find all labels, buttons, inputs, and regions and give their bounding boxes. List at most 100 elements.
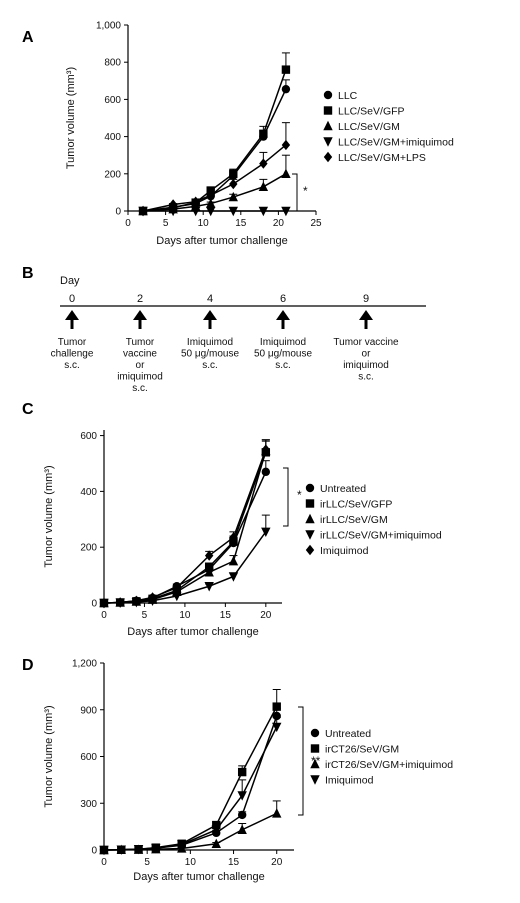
legend-marker	[305, 483, 315, 493]
legend-entry: irCT26/SeV/GM+imiquimod	[325, 759, 453, 771]
y-tick-label: 600	[104, 95, 121, 106]
legend-entry: irLLC/SeV/GM+imiquimod	[320, 529, 442, 541]
data-point	[272, 711, 281, 721]
data-point	[272, 808, 282, 818]
y-tick-label: 600	[80, 752, 97, 763]
x-tick-label: 15	[228, 857, 240, 868]
series-1	[99, 707, 281, 855]
series-line	[103, 471, 267, 604]
data-point	[228, 191, 238, 202]
timeline-day-label: 4	[207, 293, 213, 305]
data-point	[261, 527, 271, 538]
data-point	[259, 158, 268, 169]
data-point	[206, 198, 216, 208]
x-tick-label: 5	[144, 857, 150, 868]
panel-label-d: D	[22, 657, 34, 674]
data-point	[281, 206, 291, 217]
data-point	[206, 189, 215, 201]
series-3	[99, 800, 282, 855]
timeline-text: s.c.	[132, 383, 148, 394]
legend-entry: Untreated	[320, 483, 366, 495]
data-point	[132, 595, 141, 606]
timeline-day-label: 0	[69, 293, 75, 305]
x-axis-label: Days after tumor challenge	[133, 871, 264, 883]
timeline-text: or	[136, 360, 146, 371]
data-point	[99, 845, 109, 856]
x-tick-label: 0	[101, 610, 107, 621]
significance-bracket	[298, 706, 304, 816]
data-point	[237, 791, 247, 801]
data-point	[229, 178, 238, 190]
data-point	[229, 532, 238, 543]
panel-label-a: A	[22, 29, 34, 46]
timeline-text: challenge	[51, 349, 94, 360]
legend-entry: LLC/SeV/GM+imiquimod	[338, 136, 454, 148]
legend-entry: Untreated	[325, 728, 371, 740]
data-point	[116, 845, 126, 855]
y-tick-label: 400	[80, 487, 97, 498]
timeline-arrow-head	[133, 310, 147, 320]
timeline-text: or	[362, 349, 372, 360]
timeline-day-label: 6	[280, 293, 286, 305]
x-tick-label: 20	[260, 610, 272, 621]
legend-marker	[305, 544, 315, 556]
timeline-text: Tumor	[58, 337, 87, 348]
timeline-text: Tumor vaccine	[333, 337, 399, 348]
data-point	[211, 825, 221, 835]
timeline-text: s.c.	[358, 372, 374, 383]
significance-marker: *	[303, 184, 308, 198]
data-point	[228, 555, 239, 566]
data-point	[211, 838, 221, 848]
legend-marker	[323, 90, 333, 100]
timeline-text: Imiquimod	[260, 337, 306, 348]
legend-entry: Imiquimod	[325, 774, 374, 786]
timeline-b: Day 0Tumorchallenges.c.2Tumorvaccineorim…	[51, 275, 426, 394]
timeline-arrow-head	[276, 310, 290, 320]
series-5	[138, 122, 291, 217]
y-tick-label: 800	[104, 58, 121, 69]
y-tick-label: 300	[80, 799, 97, 810]
timeline-header: Day	[60, 275, 80, 287]
data-point	[133, 845, 144, 855]
timeline-arrow-head	[359, 310, 373, 320]
significance-marker: **	[311, 754, 321, 768]
y-tick-label: 200	[104, 169, 121, 180]
y-axis-label: Tumor volume (mm³)	[43, 465, 55, 567]
legend-entry: LLC/SeV/GFP	[338, 105, 405, 117]
data-point	[99, 597, 109, 609]
data-point	[168, 206, 178, 217]
timeline-day-label: 2	[137, 293, 143, 305]
series-5	[99, 439, 271, 609]
x-axis-label: Days after tumor challenge	[156, 235, 287, 247]
data-point	[281, 139, 291, 151]
data-point	[258, 206, 269, 217]
significance-bracket	[283, 467, 289, 527]
timeline-text: Tumor	[126, 337, 155, 348]
x-tick-label: 0	[125, 218, 131, 229]
series-line	[142, 144, 287, 212]
data-point	[272, 702, 281, 711]
timeline-text: Imiquimod	[187, 337, 233, 348]
legend-entry: LLC/SeV/GM+LPS	[338, 152, 426, 164]
timeline-arrow-head	[65, 310, 79, 320]
x-tick-label: 25	[310, 218, 322, 229]
data-point	[237, 824, 247, 834]
series-line	[103, 812, 278, 851]
x-tick-label: 15	[220, 610, 232, 621]
significance-bracket	[292, 173, 298, 212]
timeline-text: vaccine	[123, 349, 157, 360]
data-point	[272, 722, 282, 733]
legend-marker	[310, 744, 320, 753]
legend-entry: Imiquimod	[320, 545, 369, 557]
timeline-text: imiquimod	[117, 372, 163, 383]
legend-marker	[310, 775, 320, 785]
data-point	[204, 550, 214, 561]
chart-a: 0 5 10 15 20 25 0 200 400 600 800 1,000 Days after t…	[65, 21, 454, 248]
y-tick-label: 0	[115, 207, 121, 218]
legend-entry: irLLC/SeV/GFP	[320, 498, 392, 510]
series-4	[99, 717, 282, 856]
timeline-text: s.c.	[275, 360, 291, 371]
data-point	[168, 199, 178, 210]
legend-marker	[323, 151, 333, 163]
series-3	[138, 154, 291, 216]
